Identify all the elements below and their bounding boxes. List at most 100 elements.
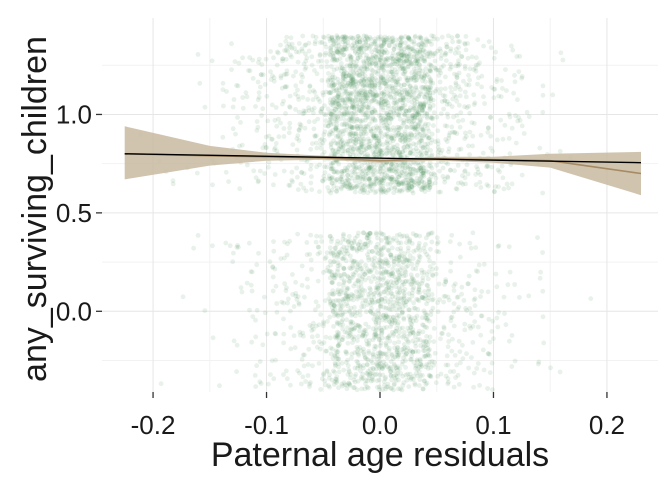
data-point [420, 339, 426, 345]
data-point [348, 327, 353, 332]
data-point [366, 342, 371, 348]
data-point [427, 347, 432, 352]
data-point [367, 178, 373, 184]
data-point [351, 272, 357, 278]
data-point [370, 132, 376, 138]
data-point [384, 314, 390, 319]
data-point [473, 268, 479, 274]
data-point [331, 368, 336, 374]
data-point [415, 297, 421, 303]
data-point [328, 262, 333, 268]
data-point [333, 249, 338, 255]
data-point [361, 190, 366, 196]
data-point [373, 285, 379, 291]
data-point [309, 54, 315, 60]
data-point [348, 275, 353, 281]
data-point [465, 41, 470, 46]
data-point [365, 357, 371, 363]
data-point [435, 309, 441, 315]
data-point [412, 382, 418, 388]
data-point [347, 63, 353, 68]
data-point [377, 363, 383, 369]
data-point [448, 260, 454, 265]
data-point [372, 300, 378, 305]
data-point [537, 275, 543, 281]
data-point [526, 293, 532, 299]
data-point [503, 67, 508, 72]
data-point [471, 297, 477, 303]
data-point [347, 309, 353, 315]
data-point [354, 89, 359, 94]
data-point [367, 93, 372, 98]
data-point [424, 115, 430, 121]
data-point [356, 284, 361, 290]
data-point [420, 78, 425, 84]
data-point [305, 284, 311, 290]
data-point [309, 328, 315, 333]
data-point [361, 329, 367, 335]
data-point [378, 100, 384, 106]
data-point [410, 327, 416, 332]
data-point [402, 345, 408, 351]
data-point [350, 265, 356, 270]
data-point [366, 275, 372, 281]
data-point [426, 163, 432, 169]
data-point [428, 76, 433, 82]
data-point [424, 317, 430, 323]
data-point [411, 182, 417, 188]
data-point [281, 134, 287, 139]
data-point [329, 34, 335, 40]
data-point [489, 329, 495, 334]
data-point [210, 335, 216, 341]
data-point [271, 248, 277, 254]
data-point [362, 354, 368, 360]
data-point [373, 230, 379, 236]
data-point [389, 307, 395, 312]
data-point [365, 371, 370, 377]
data-point [364, 341, 370, 347]
data-point [407, 238, 413, 244]
data-point [457, 93, 463, 99]
data-point [268, 69, 273, 75]
data-point [301, 333, 306, 339]
data-point [322, 378, 328, 384]
data-point [347, 383, 353, 388]
data-point [359, 266, 365, 271]
data-point [281, 316, 286, 322]
data-point [393, 294, 398, 300]
data-point [377, 336, 382, 342]
data-point [465, 281, 471, 287]
data-point [340, 39, 346, 45]
data-point [399, 234, 405, 239]
data-point [425, 316, 431, 321]
data-point [365, 136, 371, 142]
data-point [394, 374, 400, 379]
data-point [404, 334, 410, 339]
data-point [329, 175, 335, 181]
data-point [411, 360, 417, 365]
data-point [402, 290, 407, 296]
data-point [430, 80, 436, 86]
data-point [420, 275, 426, 281]
data-point [424, 316, 429, 321]
data-point [391, 382, 397, 388]
data-point [343, 360, 349, 365]
data-point [379, 351, 385, 356]
data-point [345, 372, 351, 377]
data-point [314, 145, 320, 151]
data-point [317, 189, 322, 195]
data-point [367, 230, 373, 236]
data-point [468, 245, 474, 251]
data-point [335, 356, 341, 362]
data-point [425, 346, 431, 351]
data-point [375, 350, 381, 356]
data-point [496, 93, 502, 99]
data-point [336, 364, 341, 370]
data-point [364, 235, 370, 241]
data-point [404, 45, 409, 50]
data-point [502, 311, 507, 316]
data-point [540, 190, 546, 196]
data-point [440, 93, 446, 99]
data-point [180, 294, 186, 300]
data-point [466, 273, 472, 279]
